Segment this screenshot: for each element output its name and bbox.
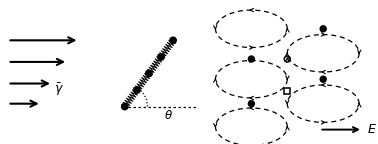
Circle shape — [122, 103, 128, 110]
Circle shape — [320, 76, 326, 82]
Circle shape — [146, 70, 152, 77]
Circle shape — [320, 26, 326, 32]
Text: $\bar{\gamma}$: $\bar{\gamma}$ — [54, 81, 64, 97]
Circle shape — [170, 37, 176, 43]
Circle shape — [134, 87, 140, 93]
Bar — [284, 88, 290, 94]
Circle shape — [248, 56, 254, 62]
Text: $\theta$: $\theta$ — [164, 109, 173, 122]
Circle shape — [158, 54, 164, 60]
Circle shape — [248, 101, 254, 107]
Text: $E$: $E$ — [367, 123, 376, 136]
